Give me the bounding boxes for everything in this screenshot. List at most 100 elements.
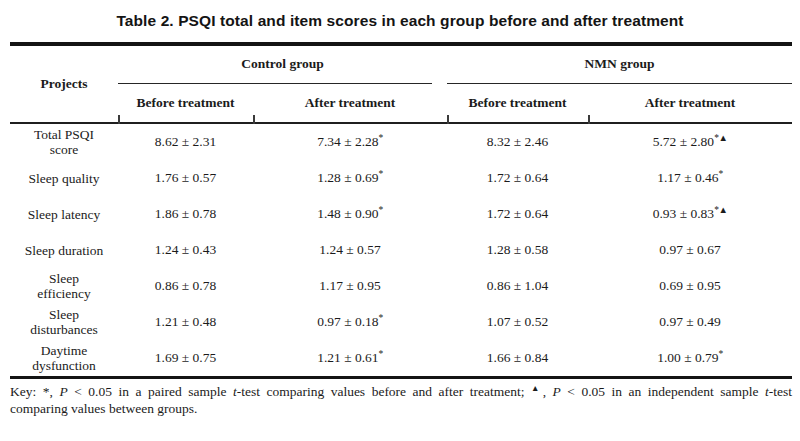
value-text: 1.28 ± 0.58 [487, 242, 548, 257]
subheader-control-after: After treatment [253, 84, 447, 122]
group-header-control-label: Control group [118, 46, 447, 83]
key-line-2: comparing values between groups. [10, 401, 792, 418]
cell-value: 8.62 ± 2.31 [155, 134, 216, 150]
cell-value: 1.07 ± 0.52 [487, 314, 548, 330]
value-text: 0.97 ± 0.67 [659, 242, 720, 257]
subheader-control-before: Before treatment [118, 84, 253, 122]
value-text: 0.86 ± 0.78 [155, 278, 216, 293]
column-tick [588, 115, 590, 124]
cell-value: 1.21 ± 0.61* [317, 350, 383, 366]
key-segment: < 0.05 in an independent sample [561, 384, 765, 399]
value-superscript: * [379, 133, 383, 143]
value-cell: 1.24 ± 0.43 [118, 232, 253, 268]
value-text: 1.00 ± 0.79 [657, 350, 718, 365]
value-text: 1.66 ± 0.84 [487, 350, 548, 365]
cell-value: 1.69 ± 0.75 [155, 350, 216, 366]
row-label-line: Sleep [49, 307, 79, 322]
row-label: Sleep quality [10, 160, 118, 196]
row-label-line: Sleep latency [28, 207, 100, 222]
value-cell: 1.17 ± 0.46* [588, 160, 792, 196]
value-cell: 1.21 ± 0.61* [253, 340, 447, 376]
value-superscript: *▲ [714, 205, 727, 215]
value-cell: 8.62 ± 2.31 [118, 124, 253, 160]
value-text: 1.72 ± 0.64 [487, 206, 548, 221]
column-tick [118, 115, 120, 124]
row-label-line: Total PSQI [34, 127, 94, 142]
group-header-nmn-label: NMN group [447, 46, 792, 83]
row-label-line: Daytime [41, 343, 88, 358]
value-text: 1.17 ± 0.95 [319, 278, 380, 293]
cell-value: 5.72 ± 2.80*▲ [653, 134, 728, 150]
value-cell: 7.34 ± 2.28* [253, 124, 447, 160]
cell-value: 1.76 ± 0.57 [155, 170, 216, 186]
row-label: Sleep duration [10, 232, 118, 268]
row-label: Sleepdisturbances [10, 304, 118, 340]
value-cell: 8.32 ± 2.46 [447, 124, 588, 160]
column-tick [253, 115, 255, 124]
column-tick [447, 115, 449, 124]
value-text: 8.62 ± 2.31 [155, 134, 216, 149]
value-cell: 0.69 ± 0.95 [588, 268, 792, 304]
cell-value: 0.69 ± 0.95 [659, 278, 720, 294]
psqi-table: Projects Control group NMN group Before … [10, 42, 792, 379]
value-text: 1.76 ± 0.57 [155, 170, 216, 185]
key-segment-italic-p: P [59, 384, 67, 399]
row-label: Total PSQIscore [10, 124, 118, 160]
value-cell: 0.86 ± 1.04 [447, 268, 588, 304]
cell-value: 0.97 ± 0.18* [317, 314, 383, 330]
value-text: 0.69 ± 0.95 [659, 278, 720, 293]
table-row: Sleep latency 1.86 ± 0.78 1.48 ± 0.90* 1… [10, 196, 792, 232]
value-text: 1.72 ± 0.64 [487, 170, 548, 185]
subheader-nmn-after: After treatment [588, 84, 792, 122]
row-label-line: disturbances [30, 322, 97, 337]
key-segment: -test comparing values before and after … [237, 384, 531, 399]
table-row: Sleepdisturbances 1.21 ± 0.48 0.97 ± 0.1… [10, 304, 792, 340]
value-text: 1.86 ± 0.78 [155, 206, 216, 221]
cell-value: 0.97 ± 0.67 [659, 242, 720, 258]
value-text: 8.32 ± 2.46 [487, 134, 548, 149]
cell-value: 7.34 ± 2.28* [317, 134, 383, 150]
value-text: 1.24 ± 0.57 [319, 242, 380, 257]
page: Table 2. PSQI total and item scores in e… [0, 0, 800, 441]
key-note: Key: *, P < 0.05 in a paired sample t-te… [10, 384, 792, 417]
value-text: 0.93 ± 0.83 [653, 206, 714, 221]
key-segment: , [543, 384, 553, 399]
cell-value: 1.66 ± 0.84 [487, 350, 548, 366]
key-line-1: Key: *, P < 0.05 in a paired sample t-te… [10, 384, 792, 401]
value-cell: 0.93 ± 0.83*▲ [588, 196, 792, 232]
cell-value: 1.86 ± 0.78 [155, 206, 216, 222]
cell-value: 0.86 ± 0.78 [155, 278, 216, 294]
value-cell: 1.28 ± 0.69* [253, 160, 447, 196]
value-cell: 1.07 ± 0.52 [447, 304, 588, 340]
value-text: 1.48 ± 0.90 [317, 206, 378, 221]
table-header: Projects Control group NMN group Before … [10, 46, 792, 124]
value-cell: 0.97 ± 0.18* [253, 304, 447, 340]
cell-value: 1.17 ± 0.46* [657, 170, 723, 186]
triangle-marker: ▲ [531, 383, 543, 393]
value-cell: 1.28 ± 0.58 [447, 232, 588, 268]
subheader-nmn-before: Before treatment [447, 84, 588, 122]
value-text: 1.07 ± 0.52 [487, 314, 548, 329]
value-superscript: * [379, 313, 383, 323]
cell-value: 1.28 ± 0.69* [317, 170, 383, 186]
cell-value: 8.32 ± 2.46 [487, 134, 548, 150]
value-cell: 1.86 ± 0.78 [118, 196, 253, 232]
value-text: 1.17 ± 0.46 [657, 170, 718, 185]
value-superscript: * [719, 349, 723, 359]
cell-value: 1.72 ± 0.64 [487, 206, 548, 222]
value-text: 1.24 ± 0.43 [155, 242, 216, 257]
table-row: Daytimedysfunction 1.69 ± 0.75 1.21 ± 0.… [10, 340, 792, 376]
subheader-row: Before treatment After treatment Before … [10, 84, 792, 122]
key-segment-italic-p: P [553, 384, 561, 399]
group-header-nmn: NMN group [447, 46, 792, 84]
group-header-control: Control group [118, 46, 447, 84]
key-segment: < 0.05 in a paired sample [68, 384, 233, 399]
value-superscript: *▲ [714, 133, 727, 143]
value-text: 1.28 ± 0.69 [317, 170, 378, 185]
value-cell: 1.72 ± 0.64 [447, 196, 588, 232]
table-row: Sleepefficiency 0.86 ± 0.78 1.17 ± 0.95 … [10, 268, 792, 304]
cell-value: 1.17 ± 0.95 [319, 278, 380, 294]
cell-value: 1.24 ± 0.43 [155, 242, 216, 258]
value-cell: 1.69 ± 0.75 [118, 340, 253, 376]
row-label: Sleep latency [10, 196, 118, 232]
